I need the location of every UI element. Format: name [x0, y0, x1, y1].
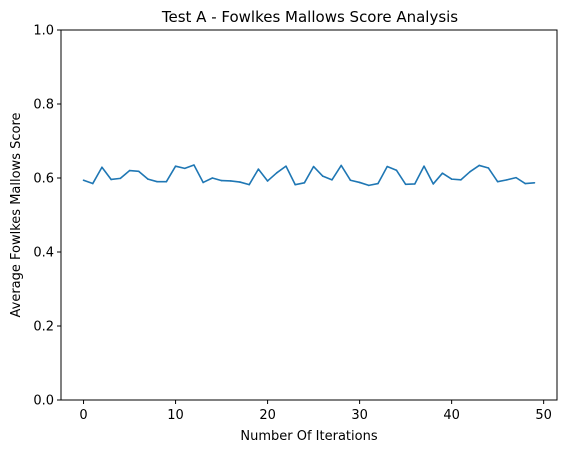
- data-point: [312, 165, 315, 168]
- data-point: [515, 176, 517, 179]
- data-point: [358, 181, 361, 184]
- data-point: [450, 178, 453, 180]
- y-axis-title: Average Fowlkes Mallows Score: [9, 112, 24, 317]
- chart-title: Test A - Fowlkes Mallows Score Analysis: [161, 8, 458, 26]
- data-point: [331, 179, 333, 181]
- data-point: [460, 179, 462, 181]
- data-point: [349, 179, 352, 182]
- data-point: [82, 179, 85, 182]
- x-tick-label: 20: [259, 408, 276, 423]
- data-point: [533, 182, 536, 184]
- x-tick-label: 40: [443, 408, 460, 423]
- data-point: [193, 164, 195, 166]
- y-tick-label: 0.8: [33, 98, 54, 113]
- y-tick-label: 0.2: [33, 320, 54, 335]
- series-layer: [82, 164, 536, 187]
- data-point: [174, 165, 177, 167]
- x-tick-label: 10: [167, 408, 184, 423]
- data-point: [441, 172, 444, 174]
- y-axis-ticks: 0.0 0.2 0.4 0.6 0.8 1.0: [33, 24, 61, 409]
- data-point: [248, 183, 250, 186]
- data-point: [322, 175, 324, 177]
- data-point: [414, 183, 416, 185]
- data-point: [395, 169, 398, 172]
- data-point: [506, 179, 508, 181]
- data-point: [285, 165, 287, 167]
- data-point: [524, 182, 527, 185]
- data-point: [239, 181, 241, 183]
- x-axis-ticks: 0 10 20 30 40 50: [79, 400, 552, 423]
- y-tick-label: 0.4: [33, 246, 54, 261]
- series-line-0: [83, 164, 535, 187]
- data-point: [496, 180, 499, 183]
- data-point: [386, 165, 389, 168]
- data-point: [377, 182, 379, 185]
- x-tick-label: 50: [535, 408, 552, 423]
- data-point: [266, 180, 269, 182]
- x-tick-label: 30: [351, 408, 368, 423]
- data-point: [147, 178, 149, 180]
- data-point: [156, 180, 158, 183]
- y-tick-label: 1.0: [33, 24, 54, 39]
- data-point: [303, 182, 306, 184]
- data-point: [128, 169, 131, 172]
- data-point: [183, 167, 186, 170]
- data-point: [220, 179, 223, 182]
- data-point: [211, 177, 214, 179]
- data-point: [91, 182, 94, 185]
- data-point: [294, 183, 296, 186]
- data-point: [101, 166, 103, 169]
- data-point: [340, 164, 343, 167]
- data-point: [110, 178, 112, 181]
- data-point: [404, 183, 407, 186]
- data-point: [202, 181, 204, 184]
- data-point: [229, 180, 232, 182]
- y-tick-label: 0.6: [33, 172, 54, 187]
- data-point: [487, 167, 490, 169]
- data-point: [478, 164, 481, 167]
- plot-frame: [60, 29, 558, 401]
- data-point: [432, 183, 435, 185]
- x-axis-title: Number Of Iterations: [240, 429, 377, 444]
- data-point: [275, 172, 278, 174]
- data-point: [119, 177, 122, 180]
- data-point: [257, 168, 260, 170]
- data-point: [368, 184, 370, 187]
- data-point: [165, 180, 168, 183]
- data-point: [137, 170, 140, 173]
- y-tick-label: 0.0: [33, 394, 54, 409]
- data-point: [469, 170, 471, 173]
- data-point: [423, 165, 425, 167]
- x-tick-label: 0: [79, 408, 87, 423]
